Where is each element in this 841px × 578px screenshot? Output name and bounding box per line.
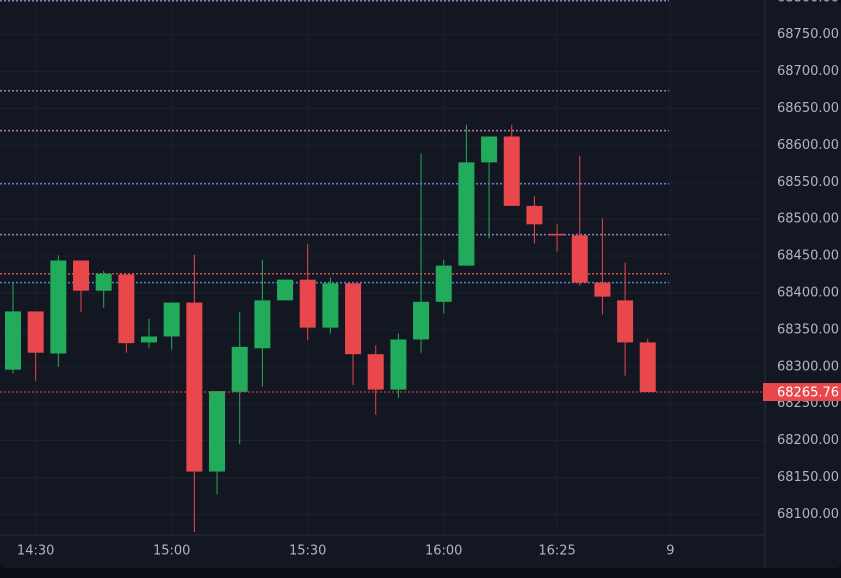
- candle-body: [617, 300, 634, 343]
- y-tick-label: 68350.00: [777, 322, 839, 337]
- candle-body: [118, 274, 135, 344]
- candle-body: [50, 260, 67, 354]
- candle-body: [413, 301, 430, 340]
- y-tick-label: 68300.00: [777, 359, 839, 374]
- candle-body: [345, 283, 362, 355]
- candle-body: [526, 205, 543, 225]
- candle-body: [571, 235, 588, 283]
- x-tick-label: 16:00: [425, 544, 462, 559]
- x-tick-label: 16:25: [538, 544, 575, 559]
- candle-body: [277, 279, 294, 301]
- y-tick-label: 68550.00: [777, 175, 839, 190]
- y-tick-label: 68500.00: [777, 212, 839, 227]
- y-tick-label: 68100.00: [777, 507, 839, 522]
- candle-body: [639, 342, 656, 393]
- candle-body: [141, 336, 158, 343]
- y-tick-label: 68650.00: [777, 101, 839, 116]
- candle-body: [549, 233, 566, 236]
- y-tick-label: 68700.00: [777, 64, 839, 79]
- candle-body: [73, 260, 90, 291]
- candle-body: [503, 136, 520, 206]
- candle-body: [5, 311, 21, 370]
- candle-body: [322, 283, 339, 328]
- last-price-tag: [763, 383, 841, 402]
- y-tick-label: 68150.00: [777, 470, 839, 485]
- candle-body: [390, 339, 407, 390]
- candle-body: [299, 279, 316, 328]
- last-price-label: 68265.76: [777, 386, 839, 401]
- candle-body: [458, 162, 475, 266]
- candle-body: [254, 300, 271, 349]
- candle-body: [186, 302, 203, 472]
- candle-body: [481, 136, 498, 163]
- candle-body: [163, 302, 180, 337]
- x-tick-label: 9: [666, 544, 674, 559]
- y-tick-label: 68400.00: [777, 285, 839, 300]
- y-tick-label: 68200.00: [777, 433, 839, 448]
- y-tick-label: 68600.00: [777, 138, 839, 153]
- candle-body: [367, 354, 384, 390]
- x-tick-label: 15:30: [289, 544, 326, 559]
- candle-body: [594, 282, 611, 297]
- y-tick-label: 68450.00: [777, 249, 839, 264]
- y-tick-label: 68750.00: [777, 27, 839, 42]
- x-tick-label: 14:30: [17, 544, 54, 559]
- candle-body: [209, 391, 226, 472]
- candle-body: [435, 265, 452, 302]
- y-tick-label: 68800.00: [777, 0, 839, 5]
- candle-body: [95, 273, 112, 291]
- candle-body: [231, 346, 248, 392]
- grid: [0, 0, 765, 535]
- x-tick-label: 15:00: [153, 544, 190, 559]
- candle-body: [27, 311, 44, 353]
